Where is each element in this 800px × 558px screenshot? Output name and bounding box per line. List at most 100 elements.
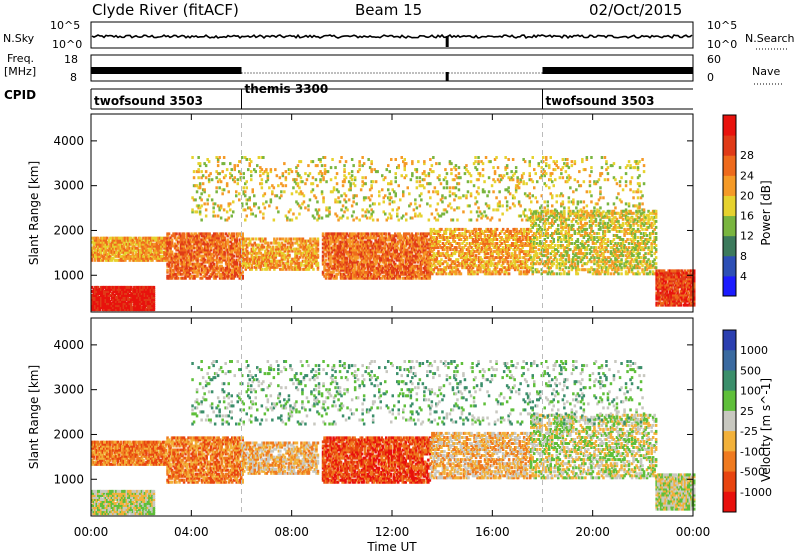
scatter-cell	[385, 232, 388, 235]
nave-tick-top: 60	[707, 53, 721, 66]
noise-left-tick-top: 10^5	[50, 19, 80, 32]
scatter-cell	[586, 228, 589, 231]
freq-tick-top: 18	[64, 53, 78, 66]
scatter-cell	[264, 238, 267, 241]
noise-sky-label: N.Sky	[3, 32, 35, 45]
scatter-cell	[272, 246, 275, 249]
scatter-cell	[500, 242, 503, 245]
scatter-cell	[574, 230, 577, 233]
scatter-cell	[440, 228, 443, 231]
scatter-cell	[291, 242, 294, 245]
scatter-cell	[508, 272, 511, 275]
scatter-cell	[520, 228, 523, 231]
scatter-cell	[550, 256, 553, 259]
cpid-segment-label: twofsound 3503	[94, 94, 203, 108]
scatter-cell	[571, 242, 574, 245]
freq-label-line1: Freq.	[7, 52, 34, 65]
scatter-cell	[538, 248, 541, 251]
scatter-cell	[586, 252, 589, 255]
scatter-cell	[545, 222, 548, 225]
scatter-cell	[515, 228, 518, 231]
scatter-cell	[317, 262, 320, 265]
scatter-cell	[177, 277, 180, 280]
scatter-cell	[520, 270, 523, 273]
scatter-cell	[577, 272, 580, 275]
scatter-cell	[490, 248, 493, 251]
scatter-cell	[446, 262, 449, 265]
scatter-cell	[586, 222, 589, 225]
scatter-cell	[168, 232, 171, 235]
scatter-cell	[586, 256, 589, 259]
noise-line	[92, 35, 692, 38]
scatter-cell	[460, 238, 463, 241]
scatter-cell	[309, 238, 312, 241]
scatter-cell	[569, 248, 572, 251]
scatter-cell	[317, 248, 320, 251]
scatter-cell	[553, 262, 556, 265]
scatter-cell	[554, 244, 557, 247]
scatter-cell	[560, 238, 563, 241]
scatter-cell	[563, 210, 566, 213]
scatter-cell	[394, 238, 397, 241]
scatter-cell	[556, 258, 559, 261]
scatter-cell	[255, 238, 258, 241]
scatter-cell	[515, 254, 518, 257]
scatter-cell	[166, 269, 169, 272]
scatter-cell	[233, 232, 236, 235]
scatter-cell	[484, 234, 487, 237]
scatter-cell	[223, 236, 226, 239]
freq-band-segment	[543, 67, 694, 74]
power-scatter-cells	[91, 114, 696, 312]
scatter-cell	[451, 244, 454, 247]
scatter-cell	[261, 268, 264, 271]
station-title: Clyde River (fitACF)	[92, 1, 239, 19]
freq-tick-bottom: 8	[70, 71, 77, 84]
scatter-cell	[213, 263, 216, 266]
cpid-segment-label: themis 3300	[245, 82, 329, 96]
scatter-cell	[529, 236, 532, 239]
scatter-cell	[267, 242, 270, 245]
cpid-label: CPID	[4, 88, 36, 102]
noise-right-tick-top: 10^5	[707, 19, 737, 32]
scatter-cell	[270, 242, 273, 245]
scatter-cell	[488, 268, 491, 271]
scatter-cell	[171, 251, 174, 254]
scatter-cell	[466, 236, 469, 239]
scatter-cell	[312, 268, 315, 271]
scatter-cell	[506, 260, 509, 263]
scatter-cell	[572, 218, 575, 221]
scatter-cell	[460, 272, 463, 275]
scatter-cell	[458, 228, 461, 231]
scatter-cell	[317, 254, 320, 257]
scatter-cell	[457, 258, 460, 261]
noise-trace	[92, 35, 692, 47]
scatter-cell	[568, 254, 571, 257]
scatter-cell	[458, 242, 461, 245]
beam-title: Beam 15	[355, 1, 422, 19]
scatter-cell	[177, 247, 180, 250]
scatter-cell	[276, 238, 279, 241]
scatter-cell	[581, 240, 584, 243]
scatter-cell	[473, 270, 476, 273]
scatter-cell	[367, 232, 370, 235]
nave-tick-bottom: 0	[707, 71, 714, 84]
scatter-cell	[356, 241, 359, 244]
scatter-cell	[445, 272, 448, 275]
scatter-cell	[577, 238, 580, 241]
frequency-panel: Freq. [MHz] 18 8 Nave 60 0	[4, 52, 784, 84]
scatter-cell	[263, 246, 266, 249]
scatter-cell	[461, 232, 464, 235]
scatter-cell	[402, 259, 405, 262]
scatter-cell	[222, 232, 225, 235]
scatter-cell	[536, 252, 539, 255]
scatter-cell	[475, 228, 478, 231]
scatter-cell	[571, 238, 574, 241]
noise-right-tick-bottom: 10^0	[707, 38, 737, 51]
scatter-cell	[560, 272, 563, 275]
scatter-cell	[446, 228, 449, 231]
scatter-cell	[439, 240, 442, 243]
scatter-cell	[317, 238, 320, 241]
